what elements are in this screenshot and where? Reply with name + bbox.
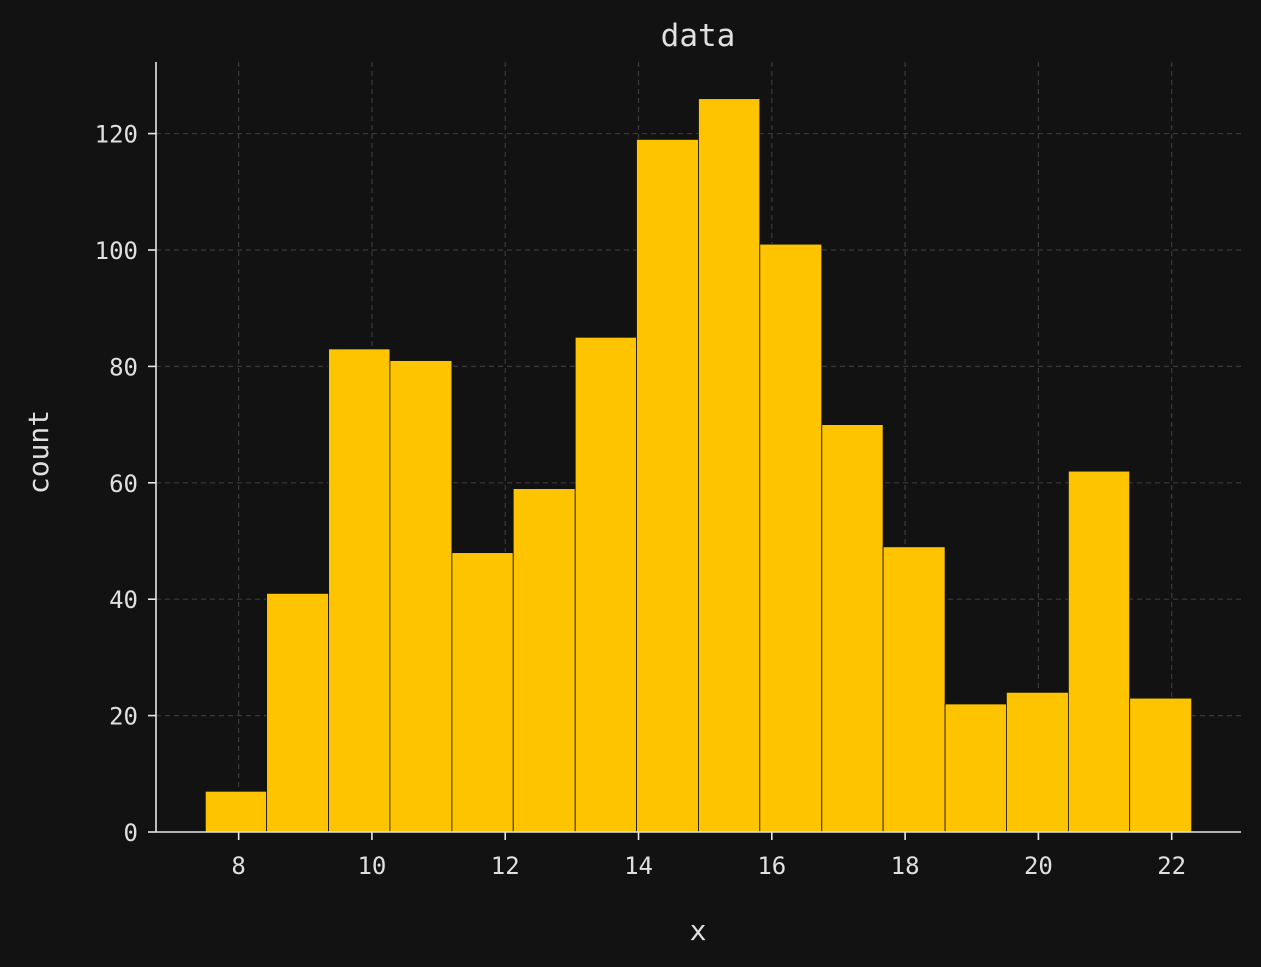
y-tick-label: 20 <box>109 703 138 731</box>
y-tick-label: 0 <box>124 819 138 847</box>
x-tick-label: 12 <box>491 852 520 880</box>
x-ticks: 8 10 12 14 16 18 20 22 <box>231 832 1186 880</box>
x-tick-label: 20 <box>1024 852 1053 880</box>
x-axis-label: x <box>690 914 707 947</box>
y-tick-label: 40 <box>109 586 138 614</box>
y-tick-label: 100 <box>95 237 138 265</box>
histogram-bar <box>944 703 1007 833</box>
histogram-bar <box>1129 697 1193 833</box>
histogram-bar <box>512 488 576 833</box>
histogram-bar <box>759 243 823 833</box>
y-tick-label: 80 <box>109 353 138 381</box>
y-tick-label: 120 <box>95 121 138 149</box>
histogram-bars <box>204 98 1193 833</box>
x-tick-label: 8 <box>231 852 245 880</box>
histogram-bar <box>882 546 946 833</box>
histogram-bar <box>1006 691 1069 833</box>
axes <box>155 62 1241 833</box>
histogram-bar <box>574 336 637 833</box>
x-tick-label: 22 <box>1157 852 1186 880</box>
x-tick-label: 10 <box>357 852 386 880</box>
histogram-bar <box>328 348 391 833</box>
histogram-bar <box>451 552 514 833</box>
histogram-bar <box>1067 470 1131 833</box>
y-tick-label: 60 <box>109 470 138 498</box>
histogram-bar <box>636 139 699 833</box>
histogram-bar <box>266 592 330 833</box>
histogram-bar <box>389 360 453 833</box>
histogram-bar <box>204 790 268 833</box>
y-axis-label: count <box>22 410 55 494</box>
x-tick-label: 14 <box>624 852 653 880</box>
chart-title: data <box>661 18 736 54</box>
x-tick-label: 16 <box>757 852 786 880</box>
histogram-bar <box>698 98 761 833</box>
y-ticks: 0 20 40 60 80 100 120 <box>95 121 156 847</box>
x-tick-label: 18 <box>891 852 920 880</box>
histogram-bar <box>821 424 884 833</box>
